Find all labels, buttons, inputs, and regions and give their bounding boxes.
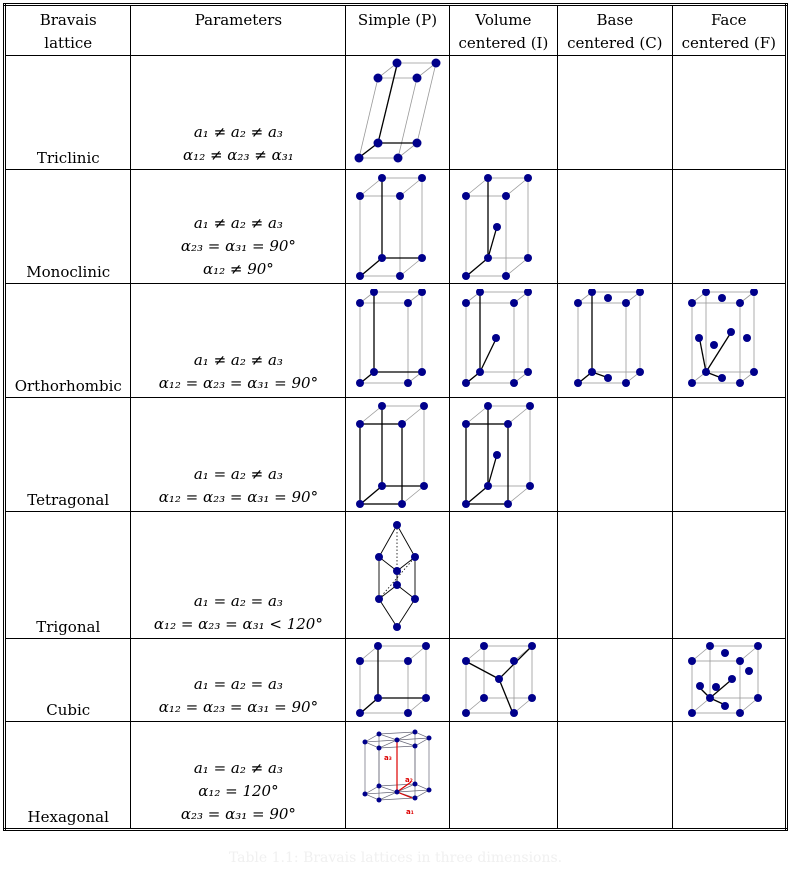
row-orthorhombic: Orthorhombic a₁ ≠ a₂ ≠ a₃ α₁₂ = α₂₃ = α₃₁…	[3, 283, 788, 398]
empty-cell	[557, 169, 673, 284]
lattice-name: Tetragonal	[3, 397, 132, 512]
lattice-parameters: a₁ = a₂ ≠ a₃ α₁₂ = α₂₃ = α₃₁ = 90°	[130, 397, 347, 512]
lattice-name: Triclinic	[3, 55, 132, 170]
orthorhombic-volume-centered-cell	[448, 283, 559, 398]
row-trigonal: Trigonal a₁ = a₂ = a₃ α₁₂ = α₂₃ = α₃₁ < 1…	[3, 511, 788, 639]
tetragonal-volume-centered-cell	[448, 397, 559, 512]
empty-cell	[557, 721, 673, 830]
hex-label-a3: a₃	[384, 754, 392, 762]
monoclinic-simple-cell	[345, 169, 450, 284]
orthorhombic-face-centered-cell	[671, 283, 788, 398]
empty-cell	[448, 55, 559, 170]
trigonal-simple-cell	[345, 511, 450, 639]
triclinic-simple-cell	[345, 55, 450, 170]
row-triclinic: Triclinic a₁ ≠ a₂ ≠ a₃ α₁₂ ≠ α₂₃ ≠ α₃₁	[3, 55, 788, 170]
header-base-centered: Base centered (C)	[557, 4, 673, 56]
empty-cell	[448, 721, 559, 830]
lattice-parameters: a₁ ≠ a₂ ≠ a₃ α₂₃ = α₃₁ = 90° α₁₂ ≠ 90°	[130, 169, 347, 284]
monoclinic-volume-centered-cell	[448, 169, 559, 284]
header-face-centered: Face centered (F)	[671, 4, 788, 56]
empty-cell	[557, 511, 673, 639]
lattice-parameters: a₁ = a₂ ≠ a₃ α₁₂ = 120° α₂₃ = α₃₁ = 90°	[130, 721, 347, 830]
bravais-lattice-table: Bravais lattice Parameters Simple (P) Vol…	[3, 3, 788, 831]
lattice-name: Orthorhombic	[3, 283, 132, 398]
lattice-name: Cubic	[3, 638, 132, 722]
hex-label-a2: a₂	[405, 776, 413, 784]
empty-cell	[557, 638, 673, 722]
header-simple: Simple (P)	[345, 4, 450, 56]
empty-cell	[557, 55, 673, 170]
tetragonal-simple-cell	[345, 397, 450, 512]
empty-cell	[671, 55, 788, 170]
lattice-name: Monoclinic	[3, 169, 132, 284]
header-row: Bravais lattice Parameters Simple (P) Vol…	[3, 4, 788, 56]
header-parameters: Parameters	[130, 4, 347, 56]
lattice-name: Hexagonal	[3, 721, 132, 830]
lattice-parameters: a₁ = a₂ = a₃ α₁₂ = α₂₃ = α₃₁ = 90°	[130, 638, 347, 722]
empty-cell	[671, 511, 788, 639]
row-tetragonal: Tetragonal a₁ = a₂ ≠ a₃ α₁₂ = α₂₃ = α₃₁ =…	[3, 397, 788, 512]
table-caption: Table 1.1: Bravais lattices in three dim…	[228, 850, 563, 866]
hexagonal-simple-cell: a₃ a₂ a₁	[345, 721, 450, 830]
row-hexagonal: Hexagonal a₁ = a₂ ≠ a₃ α₁₂ = 120° α₂₃ = α₃…	[3, 721, 788, 830]
empty-cell	[448, 511, 559, 639]
empty-cell	[671, 169, 788, 284]
row-cubic: Cubic a₁ = a₂ = a₃ α₁₂ = α₂₃ = α₃₁ = 90°	[3, 638, 788, 722]
empty-cell	[671, 721, 788, 830]
empty-cell	[671, 397, 788, 512]
cubic-simple-cell	[345, 638, 450, 722]
lattice-parameters: a₁ ≠ a₂ ≠ a₃ α₁₂ ≠ α₂₃ ≠ α₃₁	[130, 55, 347, 170]
empty-cell	[557, 397, 673, 512]
lattice-parameters: a₁ = a₂ = a₃ α₁₂ = α₂₃ = α₃₁ < 120°	[130, 511, 347, 639]
cubic-face-centered-cell	[671, 638, 788, 722]
orthorhombic-base-centered-cell	[557, 283, 673, 398]
orthorhombic-simple-cell	[345, 283, 450, 398]
lattice-parameters: a₁ ≠ a₂ ≠ a₃ α₁₂ = α₂₃ = α₃₁ = 90°	[130, 283, 347, 398]
header-bravais-lattice: Bravais lattice	[3, 4, 132, 56]
row-monoclinic: Monoclinic a₁ ≠ a₂ ≠ a₃ α₂₃ = α₃₁ = 90° α₁…	[3, 169, 788, 284]
header-volume-centered: Volume centered (I)	[448, 4, 559, 56]
lattice-name: Trigonal	[3, 511, 132, 639]
cubic-volume-centered-cell	[448, 638, 559, 722]
hex-label-a1: a₁	[406, 808, 414, 816]
